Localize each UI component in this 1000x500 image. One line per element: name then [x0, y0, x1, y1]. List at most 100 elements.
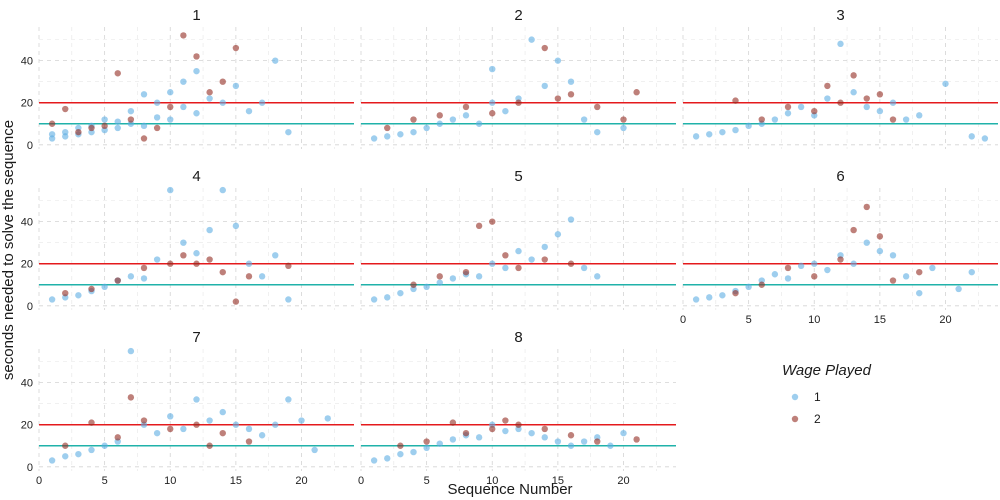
point-series-2: [489, 425, 496, 433]
y-tick-label: 20: [21, 98, 33, 110]
panel-8: 8 0 5 10 15 20: [358, 329, 676, 487]
point-series-1: [449, 436, 457, 443]
point-series-1: [88, 446, 95, 454]
point-series-1: [541, 434, 548, 441]
y-tick-label: 40: [21, 56, 33, 68]
point-series-1: [180, 425, 187, 433]
panel-title: 2: [514, 7, 522, 24]
panel-title: 1: [192, 7, 200, 24]
point-series-2: [397, 442, 404, 449]
point-series-1: [384, 455, 391, 462]
point-series-2: [180, 252, 187, 259]
point-series-1: [567, 442, 575, 449]
point-series-1: [824, 95, 831, 102]
point-series-1: [180, 239, 187, 246]
point-series-1: [167, 186, 174, 194]
point-series-1: [193, 110, 200, 117]
y-tick-label: 40: [21, 217, 33, 229]
point-series-1: [180, 103, 187, 111]
points: [370, 216, 601, 303]
point-series-1: [489, 260, 496, 267]
points: [370, 36, 640, 142]
point-series-2: [889, 116, 897, 123]
point-series-2: [567, 91, 575, 98]
point-series-1: [620, 429, 627, 437]
point-series-1: [554, 231, 562, 238]
point-series-1: [436, 120, 443, 127]
point-series-2: [180, 32, 187, 39]
y-tick-label: 20: [21, 420, 33, 432]
point-series-1: [140, 91, 148, 98]
point-series-1: [620, 124, 627, 132]
point-series-1: [850, 89, 857, 96]
point-series-1: [258, 432, 266, 439]
point-series-2: [850, 72, 857, 79]
points: [692, 203, 975, 303]
point-series-2: [462, 268, 470, 276]
point-series-2: [88, 419, 95, 426]
y-tick-label: 40: [21, 378, 33, 390]
point-series-1: [942, 80, 949, 87]
point-series-2: [633, 436, 640, 443]
x-tick-label: 15: [552, 475, 564, 487]
y-tick-label: 20: [21, 259, 33, 271]
point-series-1: [567, 78, 575, 85]
point-series-2: [127, 394, 135, 401]
point-series-2: [863, 95, 870, 102]
point-series-2: [48, 120, 56, 127]
point-series-1: [101, 283, 108, 291]
point-series-1: [541, 82, 548, 90]
point-series-2: [88, 285, 95, 293]
point-series-1: [955, 285, 962, 293]
point-series-2: [193, 260, 200, 267]
point-series-1: [541, 243, 548, 251]
point-series-2: [206, 89, 213, 96]
point-series-2: [245, 438, 253, 445]
point-series-1: [436, 440, 443, 447]
point-series-1: [167, 413, 174, 420]
point-series-1: [206, 417, 213, 424]
point-series-1: [436, 279, 443, 286]
point-series-1: [580, 116, 588, 123]
point-series-1: [285, 128, 292, 136]
x-tick-label: 20: [939, 314, 951, 326]
point-series-2: [140, 264, 148, 272]
point-series-2: [732, 97, 739, 104]
x-tick-label: 10: [808, 314, 820, 326]
point-series-1: [48, 457, 56, 464]
grid: [38, 188, 354, 310]
point-series-2: [620, 116, 627, 123]
y-tick-label: 0: [27, 301, 33, 313]
point-series-1: [706, 294, 713, 301]
point-series-2: [784, 103, 792, 111]
point-series-1: [272, 57, 279, 64]
legend-key-2: [791, 415, 799, 423]
point-series-1: [449, 275, 457, 282]
point-series-2: [515, 99, 522, 106]
point-series-1: [449, 116, 457, 123]
point-series-2: [489, 218, 496, 225]
panel-title: 8: [514, 329, 522, 346]
point-series-1: [101, 116, 108, 123]
point-series-1: [916, 289, 923, 297]
points: [48, 347, 331, 464]
grid: [38, 27, 354, 149]
point-series-1: [114, 124, 121, 132]
point-series-1: [502, 264, 509, 272]
points: [48, 32, 292, 142]
x-tick-label: 20: [295, 475, 307, 487]
point-series-1: [384, 133, 391, 140]
point-series-2: [515, 264, 522, 272]
x-tick-label: 5: [424, 475, 430, 487]
point-series-2: [75, 128, 82, 136]
points: [370, 417, 640, 464]
point-series-1: [206, 95, 213, 102]
legend: Wage Played 12: [782, 362, 872, 426]
point-series-1: [719, 292, 726, 299]
point-series-1: [876, 107, 884, 115]
point-series-2: [863, 203, 870, 211]
point-series-1: [298, 417, 305, 424]
point-series-1: [528, 36, 535, 43]
point-series-2: [541, 44, 548, 52]
